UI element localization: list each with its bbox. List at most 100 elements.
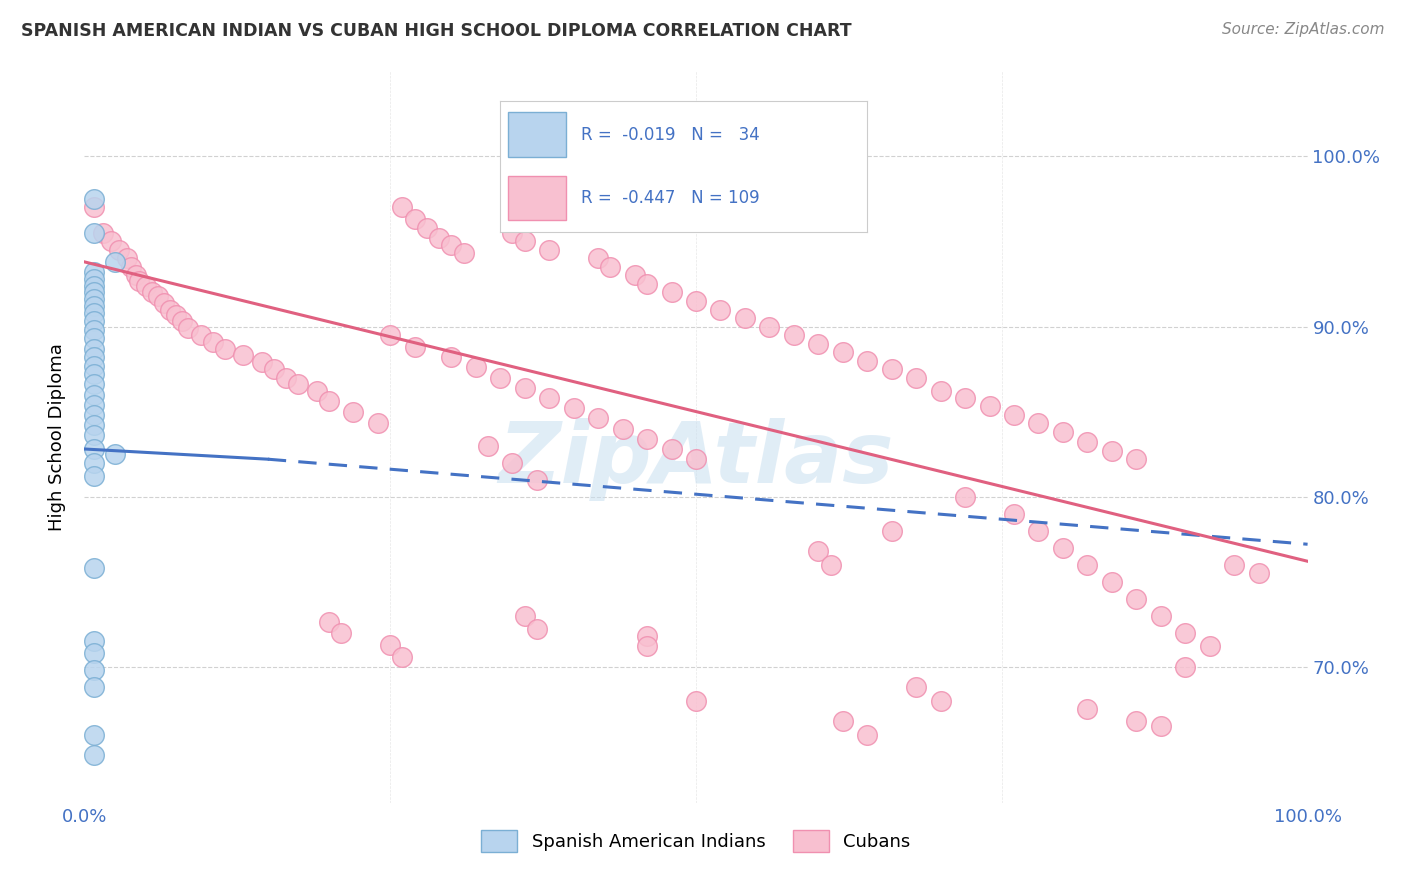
Point [250, 355, 273, 369]
Point [502, 226, 524, 240]
Point [1223, 558, 1246, 572]
Point [83, 428, 105, 442]
Point [287, 377, 309, 392]
Point [83, 278, 105, 293]
Point [83, 646, 105, 660]
Point [477, 439, 499, 453]
Legend: Spanish American Indians, Cubans: Spanish American Indians, Cubans [474, 823, 918, 860]
Point [538, 391, 561, 405]
Point [856, 728, 879, 742]
Point [661, 442, 683, 456]
Point [276, 370, 298, 384]
Point [1052, 541, 1074, 555]
Point [1125, 714, 1147, 728]
Point [404, 340, 426, 354]
Point [416, 220, 439, 235]
Point [172, 314, 194, 328]
Point [342, 404, 364, 418]
Point [1028, 524, 1050, 538]
Point [1076, 435, 1098, 450]
Point [1150, 719, 1173, 733]
Point [128, 274, 150, 288]
Point [305, 384, 328, 399]
Point [115, 252, 138, 266]
Point [979, 400, 1001, 414]
Point [159, 302, 181, 317]
Point [1076, 702, 1098, 716]
Point [232, 348, 254, 362]
Point [330, 625, 353, 640]
Point [83, 265, 105, 279]
Point [905, 370, 928, 384]
Point [83, 748, 105, 763]
Point [83, 331, 105, 345]
Point [83, 469, 105, 483]
Point [783, 328, 806, 343]
Point [83, 367, 105, 381]
Point [263, 362, 285, 376]
Point [820, 558, 842, 572]
Text: Source: ZipAtlas.com: Source: ZipAtlas.com [1222, 22, 1385, 37]
Point [83, 634, 105, 648]
Point [685, 293, 707, 308]
Point [929, 384, 952, 399]
Point [83, 226, 105, 240]
Point [636, 277, 658, 291]
Point [83, 418, 105, 433]
Point [367, 417, 389, 431]
Point [1052, 425, 1074, 439]
Point [807, 336, 830, 351]
Point [526, 622, 548, 636]
Point [1101, 443, 1123, 458]
Point [177, 321, 200, 335]
Point [100, 235, 122, 249]
Point [929, 694, 952, 708]
Point [586, 411, 609, 425]
Point [83, 272, 105, 286]
Point [214, 342, 236, 356]
Point [856, 353, 879, 368]
Point [1247, 566, 1270, 581]
Point [83, 408, 105, 422]
Point [83, 398, 105, 412]
Point [391, 649, 413, 664]
Point [1198, 640, 1220, 654]
Point [190, 328, 212, 343]
Point [1174, 625, 1197, 640]
Point [427, 231, 450, 245]
Point [165, 308, 187, 322]
Point [513, 381, 536, 395]
Point [807, 544, 830, 558]
Point [880, 362, 903, 376]
Point [513, 608, 536, 623]
Point [953, 391, 976, 405]
Point [1101, 574, 1123, 589]
Point [440, 350, 463, 364]
Point [107, 243, 129, 257]
Point [318, 615, 340, 630]
Point [104, 255, 127, 269]
Point [489, 370, 512, 384]
Point [502, 456, 524, 470]
Point [636, 432, 658, 446]
Point [1002, 507, 1025, 521]
Point [1076, 558, 1098, 572]
Point [135, 278, 157, 293]
Point [83, 663, 105, 677]
Point [83, 201, 105, 215]
Point [83, 323, 105, 337]
Point [538, 243, 561, 257]
Point [661, 285, 683, 300]
Point [624, 268, 647, 283]
Point [526, 473, 548, 487]
Point [831, 714, 853, 728]
Point [685, 694, 707, 708]
Point [685, 452, 707, 467]
Point [91, 226, 114, 240]
Point [905, 680, 928, 694]
Point [83, 377, 105, 392]
Point [141, 285, 163, 300]
Point [83, 299, 105, 313]
Point [125, 268, 148, 283]
Point [440, 238, 463, 252]
